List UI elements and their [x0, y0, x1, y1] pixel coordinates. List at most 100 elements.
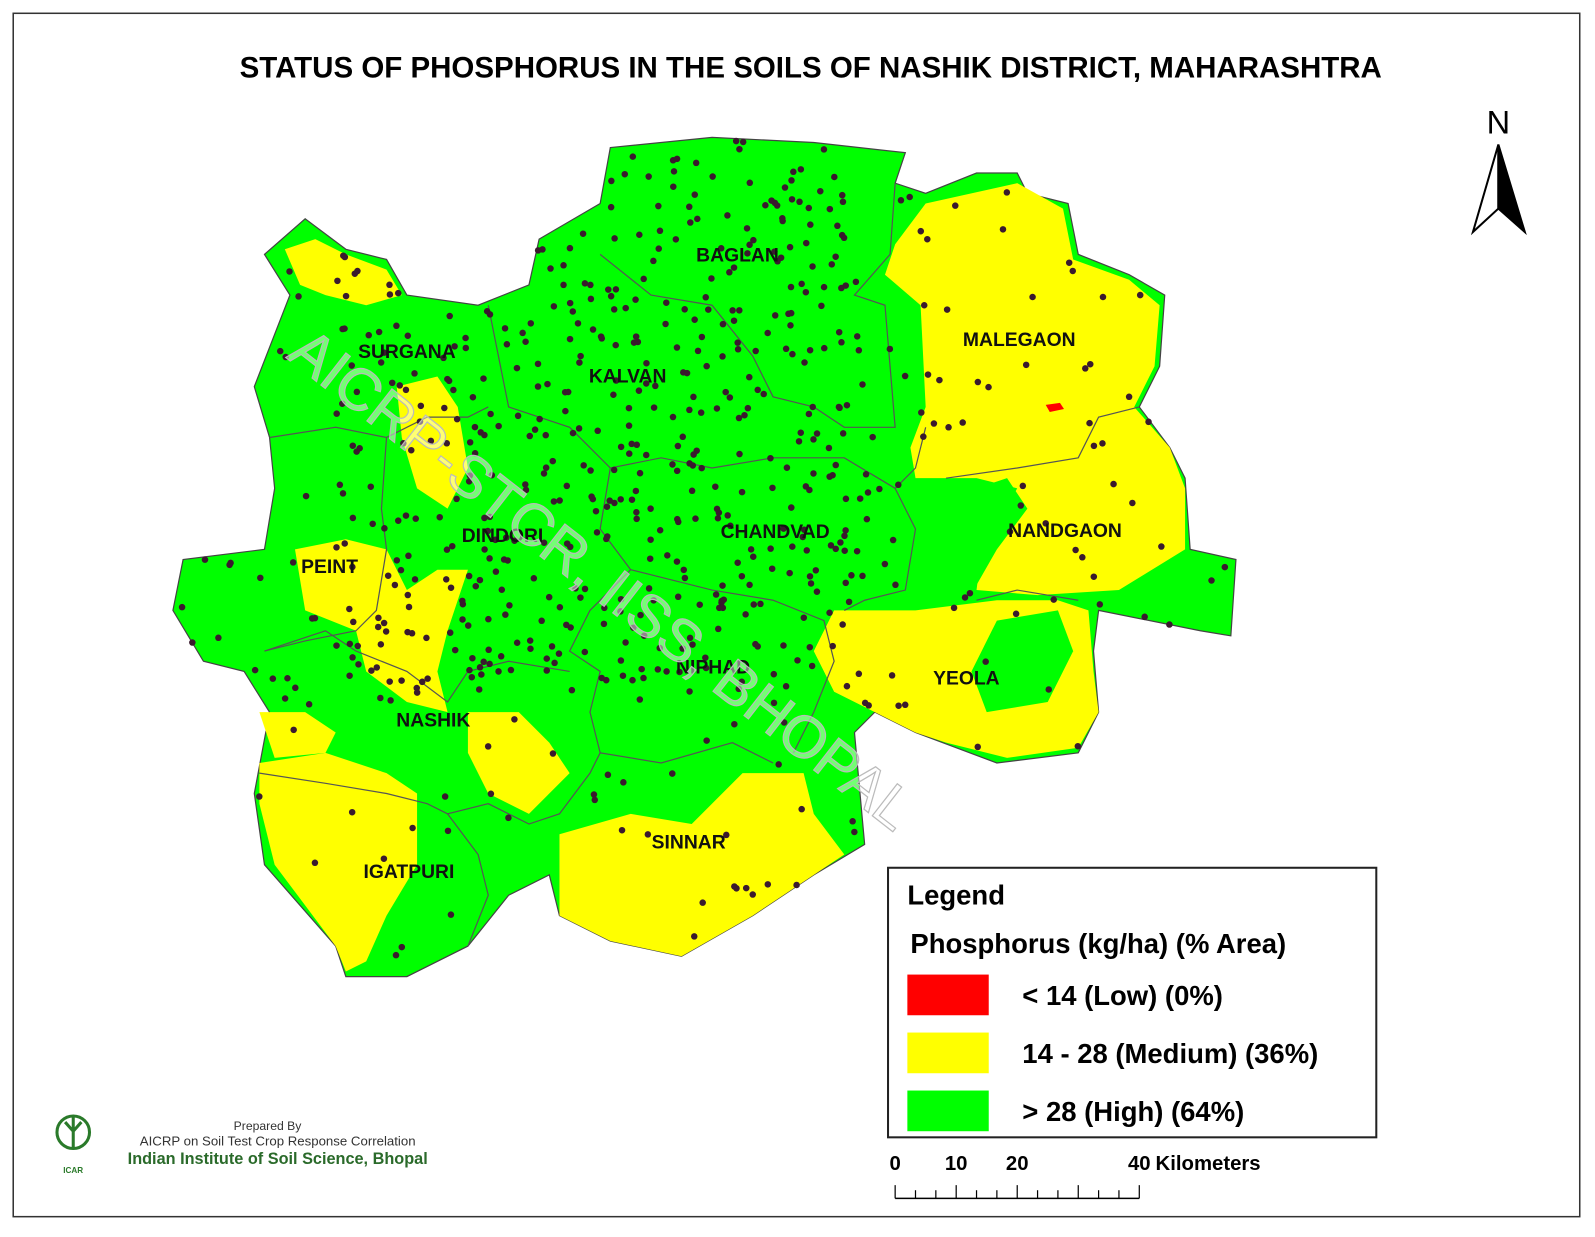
- sample-point: [566, 335, 574, 343]
- sample-point: [848, 572, 855, 579]
- sample-point: [691, 316, 698, 323]
- sample-point: [719, 582, 726, 589]
- sample-point: [531, 426, 539, 433]
- sample-point: [368, 667, 375, 674]
- sample-point: [603, 503, 611, 511]
- sample-point: [732, 137, 740, 145]
- sample-point: [471, 423, 479, 431]
- sample-point: [674, 442, 682, 450]
- map-title: STATUS OF PHOSPHORUS IN THE SOILS OF NAS…: [240, 51, 1382, 84]
- sample-point: [635, 387, 643, 394]
- sample-point: [1012, 610, 1020, 618]
- north-label: N: [1487, 104, 1511, 140]
- sample-point: [691, 191, 699, 198]
- sample-point: [805, 410, 813, 418]
- sample-point: [550, 498, 558, 505]
- sample-point: [311, 859, 319, 867]
- sample-point: [394, 517, 402, 524]
- sample-point: [690, 393, 697, 401]
- sample-point: [692, 159, 700, 167]
- sample-point: [705, 306, 712, 313]
- sample-point: [480, 375, 487, 382]
- sample-point: [591, 796, 599, 804]
- sample-point: [600, 620, 608, 628]
- sample-point: [744, 404, 752, 412]
- sample-point: [714, 514, 722, 522]
- sample-point: [619, 672, 627, 679]
- sample-point: [780, 719, 788, 726]
- sample-point: [638, 665, 645, 673]
- sample-point: [675, 518, 682, 526]
- sample-point: [650, 257, 657, 265]
- sample-point: [630, 339, 638, 346]
- sample-point: [1145, 418, 1152, 426]
- sample-point: [739, 138, 747, 146]
- sample-point: [1045, 686, 1053, 693]
- sample-point: [413, 689, 421, 696]
- sample-point: [468, 673, 476, 681]
- north-arrow: [1497, 144, 1527, 236]
- sample-point: [388, 379, 396, 387]
- sample-point: [708, 275, 715, 282]
- sample-point: [633, 508, 640, 516]
- sample-point: [749, 891, 756, 898]
- sample-point: [783, 464, 791, 471]
- sample-point: [560, 281, 567, 289]
- sample-point: [251, 666, 259, 674]
- sample-point: [640, 275, 647, 283]
- sample-point: [829, 471, 836, 479]
- sample-point: [679, 645, 686, 652]
- sample-point: [404, 591, 412, 599]
- sample-point: [673, 344, 681, 351]
- sample-point: [733, 885, 740, 892]
- sample-point: [464, 622, 472, 629]
- sample-point: [353, 388, 361, 396]
- sample-point: [862, 471, 870, 478]
- sample-point: [450, 386, 457, 394]
- sample-point: [622, 639, 629, 646]
- sample-point: [888, 672, 896, 679]
- medium-zone: [294, 539, 468, 713]
- sample-point: [738, 572, 746, 580]
- sample-point: [853, 333, 861, 340]
- sample-point: [845, 598, 853, 606]
- district-label: BAGLAN: [696, 245, 779, 266]
- sample-point: [712, 591, 720, 598]
- sample-point: [540, 470, 548, 477]
- sample-point: [917, 227, 925, 235]
- sample-point: [842, 495, 850, 503]
- sample-point: [774, 258, 781, 265]
- sample-point: [486, 311, 494, 318]
- district-label: NIPHAD: [676, 657, 750, 678]
- sample-point: [485, 615, 492, 623]
- sample-point: [688, 487, 696, 495]
- sample-point: [897, 197, 905, 204]
- sample-point: [686, 634, 694, 642]
- sample-point: [863, 515, 871, 523]
- sample-point: [686, 688, 693, 695]
- sample-point: [796, 198, 803, 206]
- sample-point: [690, 451, 697, 458]
- sample-point: [794, 657, 801, 664]
- sample-point: [762, 201, 769, 209]
- sample-point: [503, 534, 510, 541]
- sample-point: [788, 196, 796, 203]
- sample-point: [735, 414, 743, 422]
- sample-point: [785, 310, 792, 318]
- sample-point: [374, 623, 382, 631]
- sample-point: [567, 624, 574, 631]
- sample-point: [487, 790, 495, 798]
- sample-point: [842, 527, 849, 534]
- sample-point: [892, 581, 899, 589]
- sample-point: [472, 582, 480, 590]
- sample-point: [462, 334, 469, 342]
- district-label: NANDGAON: [1008, 521, 1122, 542]
- district-label: YEOLA: [933, 669, 1000, 690]
- sample-point: [918, 409, 925, 416]
- sample-point: [423, 634, 430, 642]
- sample-point: [339, 490, 347, 497]
- sample-point: [628, 496, 636, 503]
- district-label: KALVAN: [589, 367, 667, 388]
- sample-point: [398, 677, 405, 684]
- district-labels: BAGLAN MALEGAON SURGANA KALVAN DINDORI C…: [301, 245, 1122, 882]
